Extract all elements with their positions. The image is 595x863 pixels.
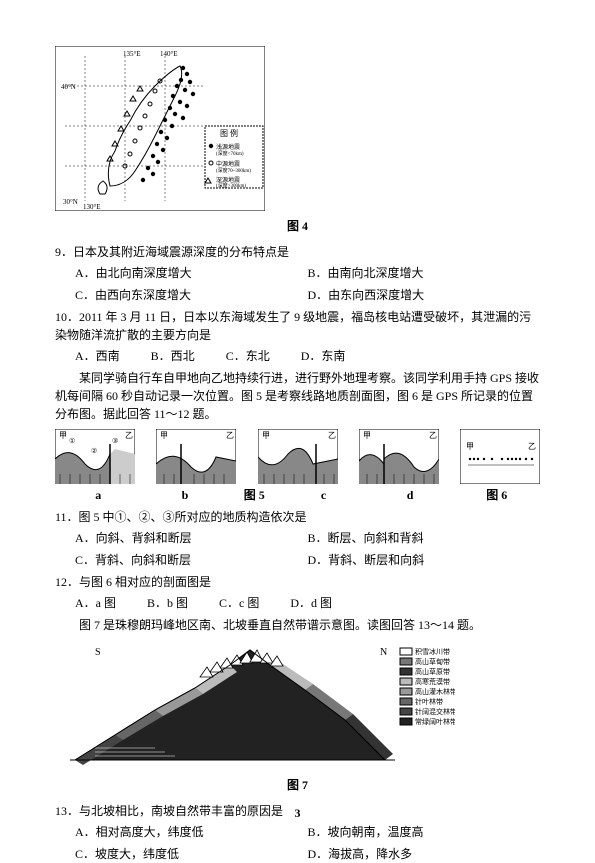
- figure-7-caption: 图 7: [55, 776, 540, 794]
- svg-text:130°E: 130°E: [83, 203, 101, 211]
- svg-text:乙: 乙: [429, 431, 437, 440]
- label-d: d: [367, 486, 454, 504]
- svg-text:40°N: 40°N: [61, 83, 76, 91]
- q10-opt-d: D．东南: [301, 347, 346, 365]
- q9-options-row2: C．由西向东深度增大 D．由东向西深度增大: [75, 286, 540, 304]
- q12-opt-a: A．a 图: [75, 594, 116, 612]
- svg-text:中源地震: 中源地震: [216, 160, 240, 168]
- label-c: c: [280, 486, 367, 504]
- svg-text:S: S: [95, 647, 101, 658]
- svg-text:乙: 乙: [328, 431, 336, 440]
- svg-text:高山灌木林带: 高山灌木林带: [415, 687, 455, 696]
- q12-options: A．a 图 B．b 图 C．c 图 D．d 图: [75, 594, 540, 612]
- q11-options-row1: A．向斜、背斜和断层 B．断层、向斜和背斜: [75, 529, 540, 547]
- q9-opt-d: D．由东向西深度增大: [308, 286, 541, 304]
- scenario-11-12: 某同学骑自行车自甲地向乙地持续行进，进行野外地理考察。该同学利用手持 GPS 接…: [55, 369, 540, 423]
- svg-text:135°E: 135°E: [123, 50, 141, 58]
- svg-text:30°N: 30°N: [63, 198, 78, 206]
- figure-5-caption: 图 5: [228, 486, 280, 504]
- svg-text:高山草甸带: 高山草甸带: [415, 657, 450, 666]
- q9-opt-a: A．由北向南深度增大: [75, 264, 308, 282]
- svg-text:甲: 甲: [59, 431, 67, 440]
- svg-text:②: ②: [91, 447, 97, 455]
- figure-7-svg: S N 积雪冰川带 高山草甸带 高山草原带: [55, 640, 455, 770]
- svg-text:(深度<70km): (深度<70km): [216, 150, 244, 157]
- q10-opt-b: B．西北: [151, 347, 195, 365]
- q9-opt-b: B．由南向北深度增大: [308, 264, 541, 282]
- svg-text:甲: 甲: [466, 442, 474, 451]
- q13-options-row2: C．坡度大，纬度低 D．海拔高，降水多: [75, 845, 540, 863]
- svg-text:(深度70~300km): (深度70~300km): [216, 167, 251, 174]
- q9-stem: 9．日本及其附近海域震源深度的分布特点是: [55, 243, 540, 261]
- q13-opt-d: D．海拔高，降水多: [308, 845, 541, 863]
- svg-text:针叶林带: 针叶林带: [415, 697, 443, 706]
- q13-opt-c: C．坡度大，纬度低: [75, 845, 308, 863]
- q13-opt-a: A．相对高度大，纬度低: [75, 823, 308, 841]
- svg-text:深源地震: 深源地震: [216, 176, 240, 184]
- svg-text:乙: 乙: [528, 442, 536, 451]
- svg-text:140°E: 140°E: [160, 50, 178, 58]
- figure-5-6-labels: a b 图 5 c d 图 6: [55, 486, 540, 504]
- cross-section-b: 甲乙: [156, 429, 236, 484]
- figure-4-svg: 130°E 135°E 140°E 30°N 40°N: [55, 46, 265, 211]
- label-b: b: [142, 486, 229, 504]
- svg-text:高寒荒漠带: 高寒荒漠带: [415, 677, 450, 686]
- svg-text:甲: 甲: [363, 431, 371, 440]
- q11-options-row2: C．背斜、向斜和断层 D．背斜、断层和向斜: [75, 551, 540, 569]
- svg-text:③: ③: [112, 437, 118, 445]
- figure-7: S N 积雪冰川带 高山草甸带 高山草原带: [55, 640, 540, 770]
- svg-text:图 例: 图 例: [220, 128, 238, 138]
- svg-text:常绿阔叶林带: 常绿阔叶林带: [415, 717, 455, 726]
- q10-options: A．西南 B．西北 C．东北 D．东南: [75, 347, 540, 365]
- q11-opt-d: D．背斜、断层和向斜: [308, 551, 541, 569]
- q12-stem: 12．与图 6 相对应的剖面图是: [55, 573, 540, 591]
- figure-4: 130°E 135°E 140°E 30°N 40°N: [55, 46, 540, 211]
- svg-text:N: N: [380, 647, 387, 658]
- svg-text:积雪冰川带: 积雪冰川带: [415, 647, 450, 656]
- q12-opt-c: C．c 图: [219, 594, 259, 612]
- svg-text:浅源地震: 浅源地震: [216, 143, 240, 151]
- q9-options-row1: A．由北向南深度增大 B．由南向北深度增大: [75, 264, 540, 282]
- q11-stem: 11．图 5 中①、②、③所对应的地质构造依次是: [55, 508, 540, 526]
- q10-opt-c: C．东北: [226, 347, 270, 365]
- svg-text:甲: 甲: [262, 431, 270, 440]
- svg-text:(深度>300km): (深度>300km): [216, 182, 246, 189]
- figure-6-caption: 图 6: [453, 486, 540, 504]
- svg-text:乙: 乙: [226, 431, 234, 440]
- svg-text:针阔混交林带: 针阔混交林带: [415, 707, 455, 716]
- cross-section-d: 甲乙: [359, 429, 439, 484]
- q11-opt-b: B．断层、向斜和背斜: [308, 529, 541, 547]
- svg-text:①: ①: [69, 437, 75, 445]
- q11-opt-a: A．向斜、背斜和断层: [75, 529, 308, 547]
- figure-6-svg: 甲乙: [460, 429, 540, 484]
- figure-4-caption: 图 4: [55, 217, 540, 235]
- q12-opt-b: B．b 图: [147, 594, 188, 612]
- q9-opt-c: C．由西向东深度增大: [75, 286, 308, 304]
- q13-options-row1: A．相对高度大，纬度低 B．坡向朝南，温度高: [75, 823, 540, 841]
- q13-opt-b: B．坡向朝南，温度高: [308, 823, 541, 841]
- svg-text:高山草原带: 高山草原带: [415, 667, 450, 676]
- cross-section-a: 甲 乙 ① ② ③: [55, 429, 135, 484]
- page-number: 3: [0, 804, 595, 822]
- svg-text:乙: 乙: [125, 431, 133, 440]
- q12-opt-d: D．d 图: [290, 594, 332, 612]
- label-a: a: [55, 486, 142, 504]
- scenario-13-14: 图 7 是珠穆朗玛峰地区南、北坡垂直自然带谱示意图。读图回答 13～14 题。: [55, 616, 540, 634]
- q10-stem: 10．2011 年 3 月 11 日，日本以东海域发生了 9 级地震，福岛核电站…: [55, 308, 540, 344]
- q11-opt-c: C．背斜、向斜和断层: [75, 551, 308, 569]
- q10-opt-a: A．西南: [75, 347, 120, 365]
- svg-text:甲: 甲: [160, 431, 168, 440]
- figure-5-6-row: 甲乙 ①②③ 甲乙 甲乙 甲乙 甲乙: [55, 429, 540, 484]
- cross-section-c: 甲乙: [258, 429, 338, 484]
